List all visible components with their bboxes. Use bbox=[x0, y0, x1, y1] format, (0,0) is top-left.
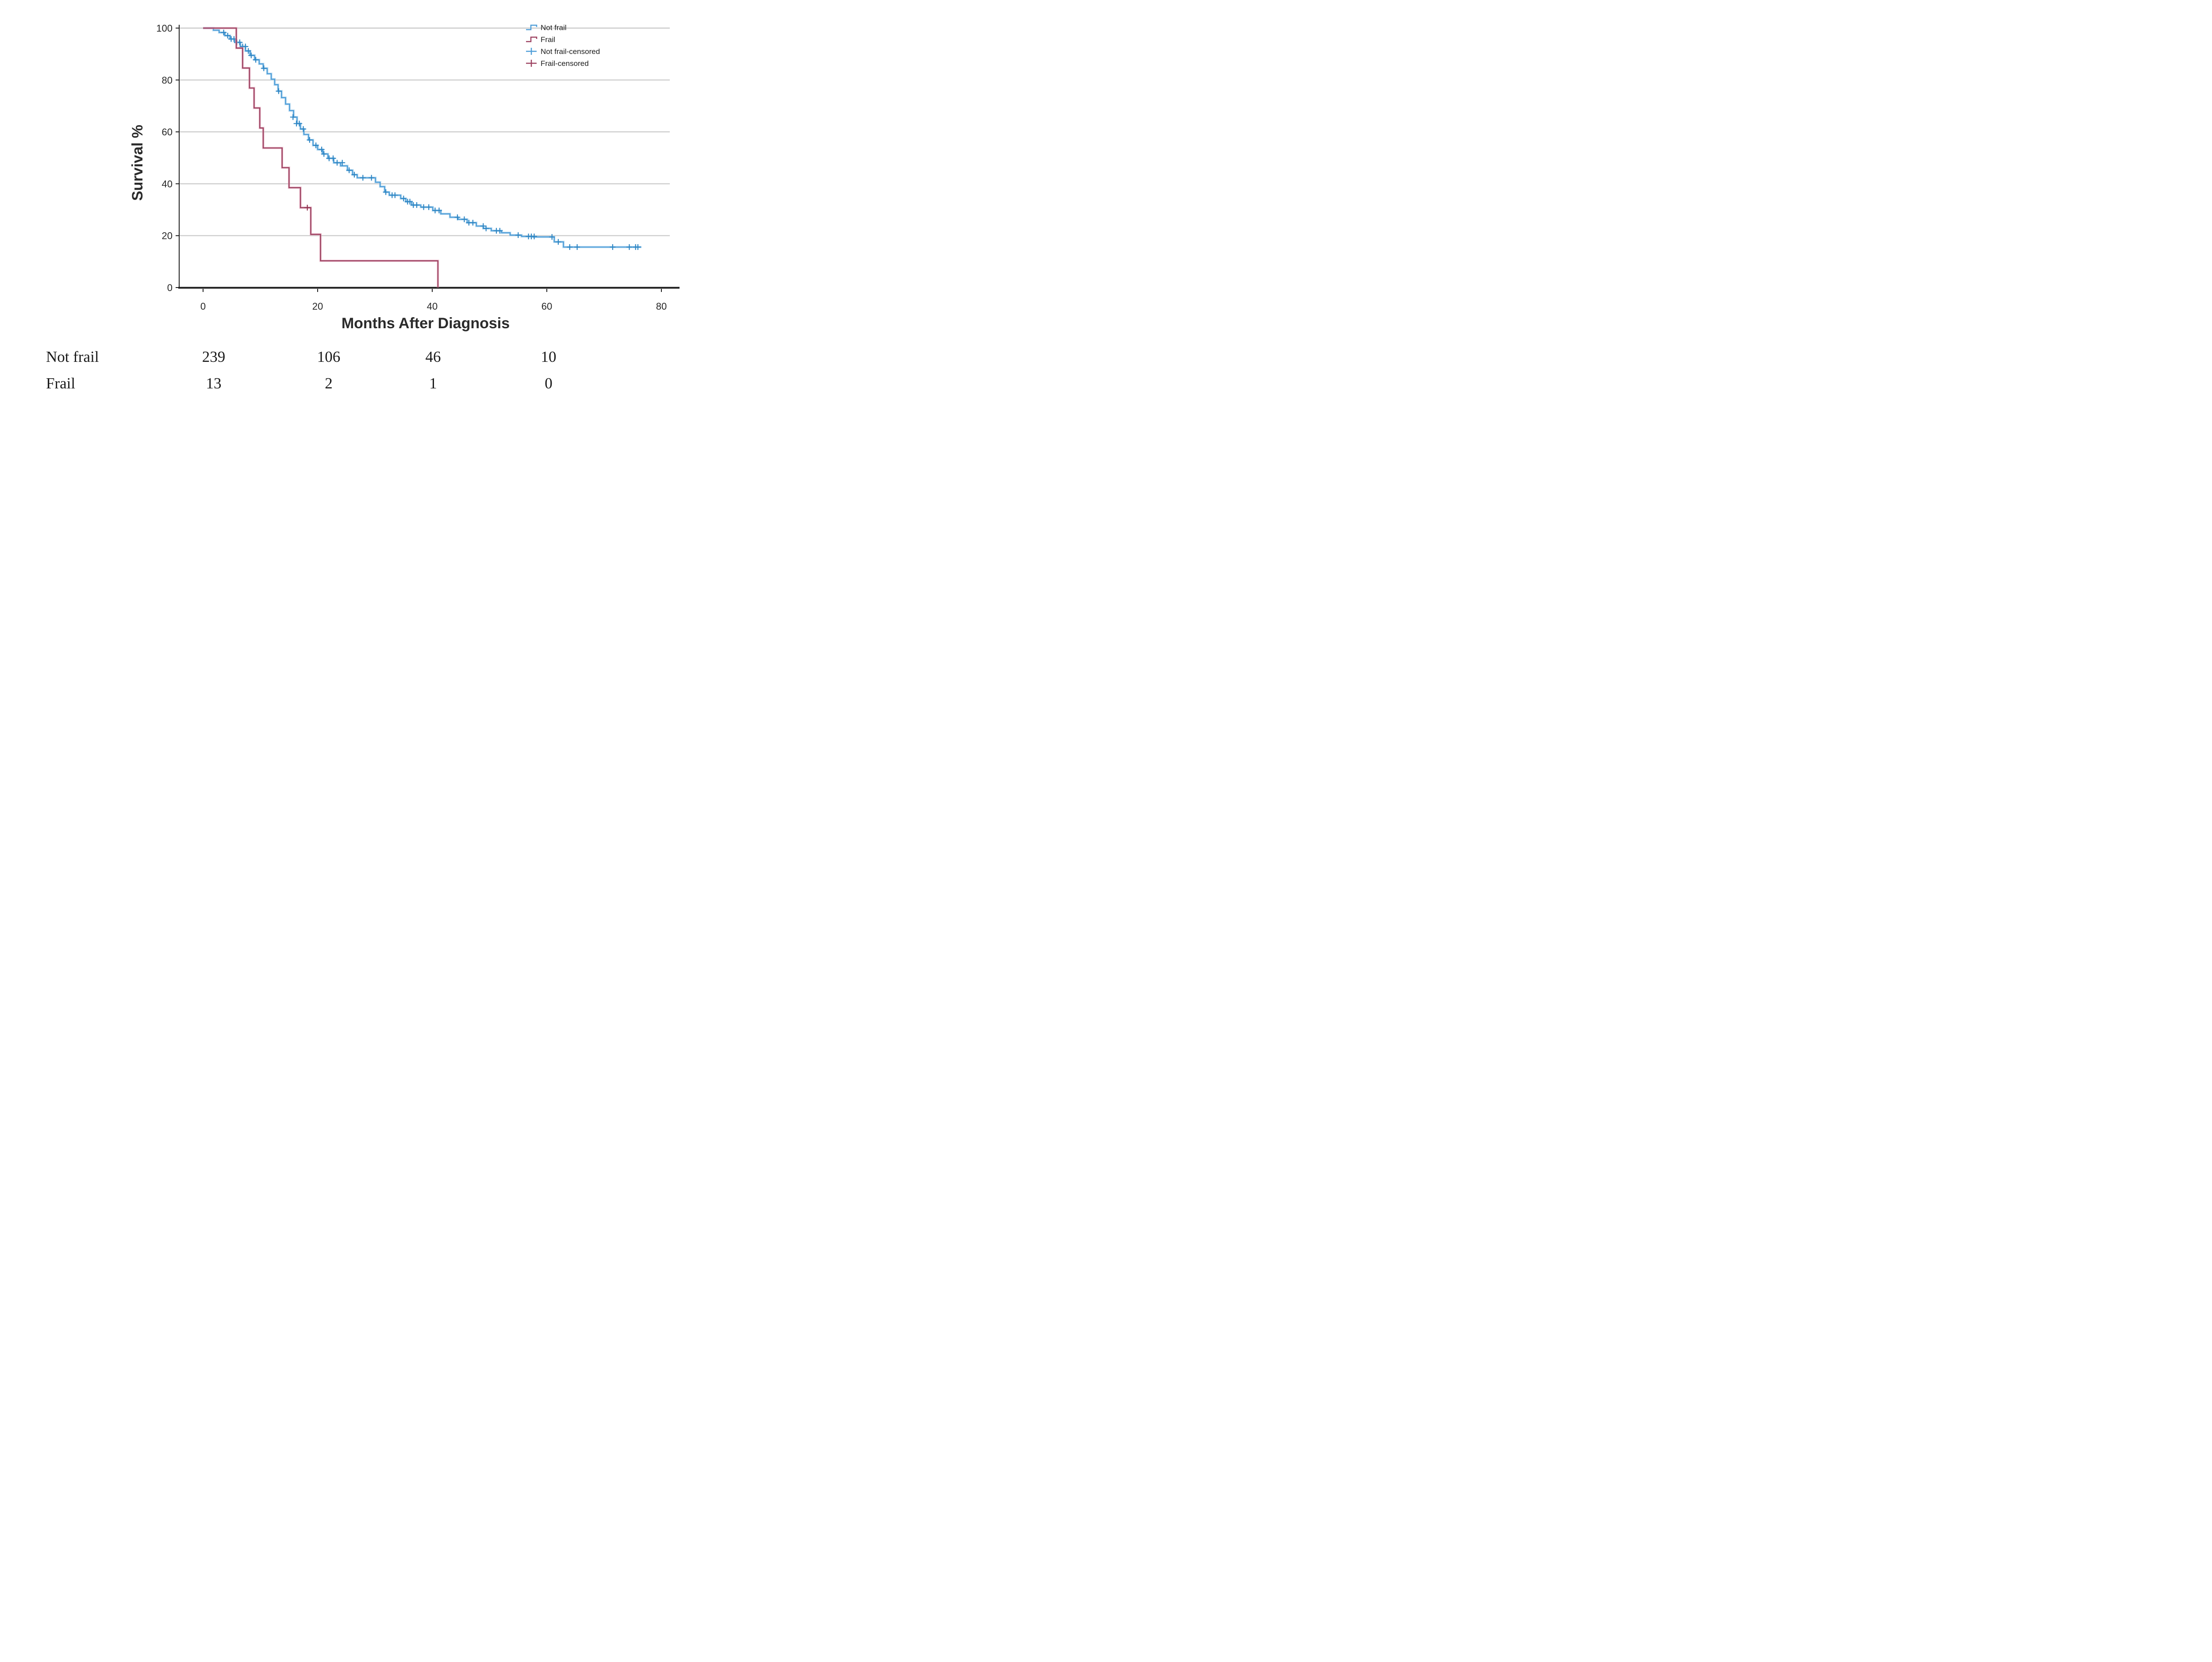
censor-mark-not-frail bbox=[369, 175, 375, 181]
censor-mark-not-frail bbox=[407, 199, 413, 205]
legend-label: Not frail-censored bbox=[541, 47, 600, 56]
censor-mark-not-frail bbox=[313, 142, 319, 149]
risk-row-label: Frail bbox=[46, 375, 75, 392]
legend-item-frail: Frail bbox=[526, 35, 555, 44]
censor-mark-not-frail bbox=[339, 160, 346, 166]
y-tick-label: 20 bbox=[162, 230, 173, 242]
legend-item-frail-censored: Frail-censored bbox=[526, 59, 589, 68]
censor-mark-not-frail bbox=[319, 146, 325, 153]
censor-mark-not-frail bbox=[307, 137, 313, 143]
censor-mark-not-frail bbox=[253, 57, 259, 63]
censor-mark-not-frail bbox=[261, 65, 267, 71]
numbers-at-risk-table: Not frail 239 106 46 10 Frail 13 2 1 0 bbox=[46, 348, 557, 392]
censor-mark-not-frail bbox=[346, 167, 352, 173]
censor-mark-not-frail bbox=[515, 232, 521, 238]
x-tick-label: 80 bbox=[656, 301, 667, 312]
axis-ticks: 100 80 60 40 20 0 0 20 40 60 80 bbox=[156, 23, 667, 312]
censor-mark-not-frail bbox=[351, 172, 357, 178]
x-tick-label: 0 bbox=[200, 301, 206, 312]
y-tick-label: 0 bbox=[167, 282, 173, 293]
risk-row-label: Not frail bbox=[46, 348, 99, 365]
censor-mark-not-frail bbox=[400, 196, 407, 202]
censor-mark-not-frail bbox=[221, 30, 227, 35]
censor-mark-not-frail bbox=[321, 151, 327, 157]
censor-mark-not-frail bbox=[421, 204, 427, 210]
censor-mark-not-frail bbox=[497, 228, 503, 234]
legend-item-not-frail: Not frail bbox=[526, 23, 567, 32]
censor-mark-not-frail bbox=[383, 189, 389, 195]
censor-mark-not-frail bbox=[242, 43, 249, 50]
y-tick-label: 100 bbox=[156, 23, 173, 34]
censor-mark-not-frail bbox=[330, 155, 336, 161]
censor-mark-not-frail bbox=[626, 244, 632, 250]
censor-mark-not-frail bbox=[426, 204, 432, 210]
risk-count: 46 bbox=[426, 348, 441, 365]
survival-curve-frail bbox=[203, 27, 439, 288]
censor-mark-not-frail bbox=[531, 234, 537, 239]
censor-mark-not-frail bbox=[436, 207, 442, 214]
x-axis-title: Months After Diagnosis bbox=[342, 315, 510, 332]
censor-mark-not-frail bbox=[237, 39, 243, 46]
y-tick-label: 40 bbox=[162, 178, 173, 189]
risk-count: 239 bbox=[202, 348, 226, 365]
censor-mark-not-frail bbox=[334, 160, 340, 166]
censor-mark-not-frail bbox=[300, 126, 307, 132]
legend-label: Not frail bbox=[541, 23, 567, 32]
risk-count: 1 bbox=[429, 375, 437, 392]
risk-count: 10 bbox=[541, 348, 557, 365]
censor-mark-not-frail bbox=[461, 216, 467, 223]
risk-count: 2 bbox=[325, 375, 333, 392]
x-tick-label: 20 bbox=[312, 301, 323, 312]
censor-mark-not-frail bbox=[567, 244, 573, 250]
legend-label: Frail bbox=[541, 35, 555, 44]
survival-curves bbox=[203, 27, 641, 288]
risk-count: 13 bbox=[206, 375, 222, 392]
censor-mark-not-frail bbox=[225, 33, 231, 38]
x-tick-label: 60 bbox=[541, 301, 552, 312]
censor-mark-frail bbox=[304, 204, 311, 211]
censor-mark-not-frail bbox=[290, 114, 296, 120]
legend: Not frail Frail Not frail-censored Frail… bbox=[526, 23, 600, 68]
not-frail-censored-swatch bbox=[526, 48, 537, 55]
censor-mark-not-frail bbox=[414, 202, 420, 208]
censor-mark-not-frail bbox=[470, 219, 476, 226]
not-frail-line-swatch bbox=[526, 24, 538, 31]
legend-label: Frail-censored bbox=[541, 59, 589, 68]
censor-mark-not-frail bbox=[574, 244, 580, 250]
censor-mark-not-frail bbox=[392, 192, 398, 198]
y-tick-label: 60 bbox=[162, 127, 173, 138]
censor-mark-not-frail bbox=[610, 244, 616, 250]
risk-count: 106 bbox=[317, 348, 341, 365]
frail-line-swatch bbox=[526, 36, 538, 42]
censor-mark-not-frail bbox=[360, 175, 366, 181]
frail-censored-swatch bbox=[526, 60, 537, 67]
gridlines bbox=[180, 27, 670, 236]
x-tick-label: 40 bbox=[427, 301, 438, 312]
censor-mark-not-frail bbox=[296, 120, 303, 127]
censor-mark-not-frail bbox=[635, 244, 641, 250]
legend-item-not-frail-censored: Not frail-censored bbox=[526, 47, 600, 56]
censor-mark-not-frail bbox=[276, 88, 282, 94]
censor-mark-not-frail bbox=[483, 225, 489, 231]
y-axis-title: Survival % bbox=[129, 125, 146, 201]
censor-mark-not-frail bbox=[555, 239, 561, 245]
censor-mark-not-frail bbox=[549, 234, 555, 240]
y-tick-label: 80 bbox=[162, 75, 173, 86]
censor-mark-not-frail bbox=[245, 48, 251, 54]
censor-mark-not-frail bbox=[454, 214, 461, 220]
censor-mark-not-frail bbox=[248, 52, 254, 58]
risk-count: 0 bbox=[545, 375, 553, 392]
